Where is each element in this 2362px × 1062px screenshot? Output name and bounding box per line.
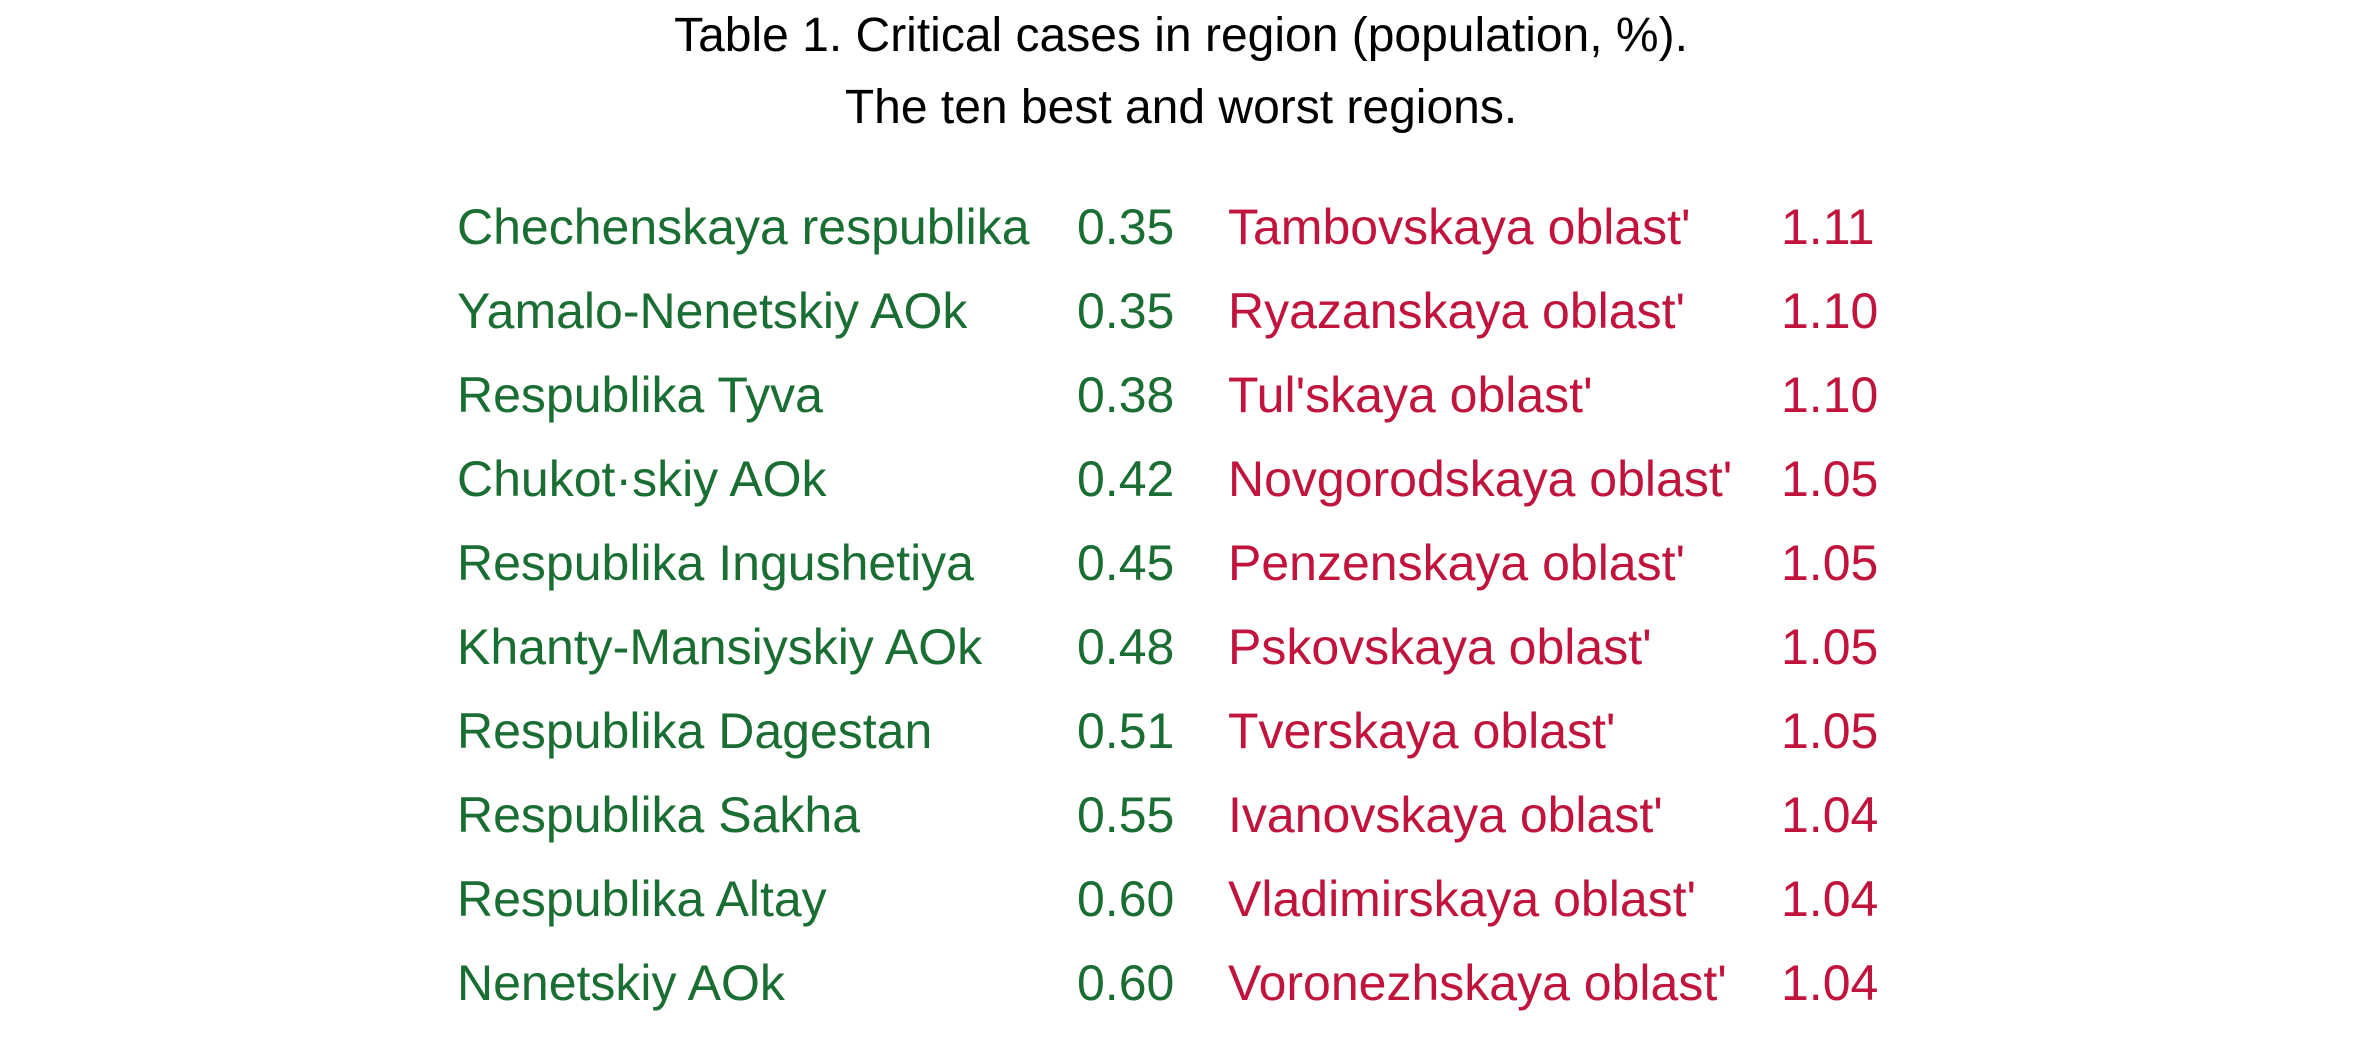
worst-region-value: 1.05 [1781,619,1879,675]
worst-region-name: Penzenskaya oblastʹ [1228,535,1686,591]
worst-region-value: 1.11 [1781,199,1875,255]
table-row: Respublika Dagestan 0.51 Tverskaya oblastʹ… [0,689,2362,773]
best-region-name: Chechenskaya respublika [457,199,1030,255]
best-region-value: 0.45 [1077,535,1175,591]
worst-region-name: Tulʹskaya oblastʹ [1228,367,1593,423]
table-row: Chechenskaya respublika 0.35 Tambovskaya o… [0,185,2362,269]
best-region-value: 0.60 [1077,955,1175,1011]
table-row: Respublika Tyva 0.38 Tulʹskaya oblastʹ 1.10 [0,353,2362,437]
best-region-value: 0.55 [1077,787,1175,843]
table-row: Respublika Ingushetiya 0.45 Penzenskaya ob… [0,521,2362,605]
worst-region-value: 1.05 [1781,451,1879,507]
table-row: Khanty-Mansiyskiy AOk 0.48 Pskovskaya obla… [0,605,2362,689]
best-region-value: 0.42 [1077,451,1175,507]
caption-title: Table 1. Critical cases in region (popul… [674,9,1688,62]
worst-region-value: 1.04 [1781,787,1879,843]
worst-region-value: 1.04 [1781,955,1879,1011]
worst-region-name: Vladimirskaya oblastʹ [1228,871,1697,927]
best-region-name: Respublika Dagestan [457,703,933,759]
worst-region-name: Pskovskaya oblastʹ [1228,619,1652,675]
worst-region-value: 1.04 [1781,871,1879,927]
table-row: Chukot·skiy AOk 0.42 Novgorodskaya oblastʹ… [0,437,2362,521]
best-region-value: 0.48 [1077,619,1175,675]
best-region-value: 0.35 [1077,283,1175,339]
best-region-name: Respublika Sakha [457,787,861,843]
worst-region-name: Ivanovskaya oblastʹ [1228,787,1663,843]
worst-region-name: Ryazanskaya oblastʹ [1228,283,1686,339]
best-region-value: 0.35 [1077,199,1175,255]
best-region-value: 0.60 [1077,871,1175,927]
worst-region-name: Tambovskaya oblastʹ [1228,199,1691,255]
best-region-name: Nenetskiy AOk [457,955,785,1011]
best-region-value: 0.38 [1077,367,1175,423]
table-row: Yamalo-Nenetskiy AOk 0.35 Ryazanskaya obla… [0,269,2362,353]
table-caption: Table 1. Critical cases in region (popul… [0,0,2362,144]
best-region-name: Respublika Tyva [457,367,823,423]
table-row: Nenetskiy AOk 0.60 Voronezhskaya oblastʹ 1.… [0,941,2362,1025]
worst-region-value: 1.10 [1781,283,1879,339]
best-region-name: Khanty-Mansiyskiy AOk [457,619,983,675]
caption-subtitle: The ten best and worst regions. [844,81,1518,134]
worst-region-value: 1.10 [1781,367,1879,423]
best-region-name: Respublika Altay [457,871,827,927]
best-region-name: Chukot·skiy AOk [457,451,827,507]
table-row: Respublika Altay 0.60 Vladimirskaya oblast… [0,857,2362,941]
best-region-name: Respublika Ingushetiya [457,535,974,591]
worst-region-name: Novgorodskaya oblastʹ [1228,451,1733,507]
best-region-value: 0.51 [1077,703,1175,759]
worst-region-value: 1.05 [1781,703,1879,759]
worst-region-name: Tverskaya oblastʹ [1228,703,1616,759]
worst-region-name: Voronezhskaya oblastʹ [1228,955,1727,1011]
worst-region-value: 1.05 [1781,535,1879,591]
table-row: Respublika Sakha 0.55 Ivanovskaya oblastʹ 1… [0,773,2362,857]
best-region-name: Yamalo-Nenetskiy AOk [457,283,968,339]
